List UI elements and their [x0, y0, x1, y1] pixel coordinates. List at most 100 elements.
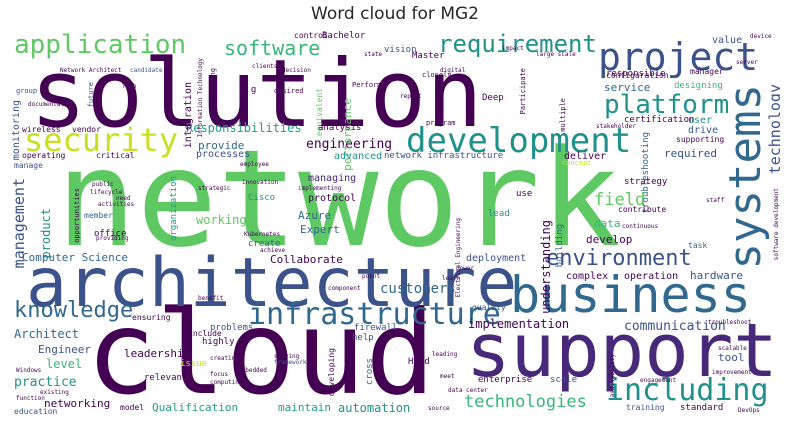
- word-benefit: benefit: [198, 295, 224, 302]
- word-embedded: embedded: [238, 367, 267, 374]
- word-computing: computing: [210, 379, 243, 386]
- word-DevOps: DevOps: [738, 407, 760, 414]
- word-Azure: Azure: [298, 209, 332, 222]
- word-training: training: [626, 403, 665, 412]
- word-lifecycle: lifecycle: [90, 189, 123, 196]
- word-customers: customers: [380, 281, 456, 297]
- word-requirement: requirement: [438, 30, 597, 58]
- word-candidate: candidate: [130, 67, 163, 74]
- word-solution: solution: [30, 40, 483, 149]
- word-providing: providing: [96, 235, 129, 242]
- word-state: state: [364, 51, 383, 58]
- word-program: program: [426, 119, 456, 127]
- word-Responsibilities: Responsibilities: [186, 121, 302, 135]
- word-provide: provide: [198, 139, 245, 152]
- word-creating: creating: [210, 355, 239, 362]
- word-working: working: [196, 213, 247, 227]
- word-value: value: [712, 35, 743, 46]
- word-office: office: [94, 229, 127, 239]
- word-including: including: [606, 373, 769, 408]
- word-component: component: [328, 285, 361, 292]
- word-stakeholder: stakeholder: [596, 123, 636, 130]
- word-deployment: deployment: [466, 253, 527, 264]
- word-contribute: contribute: [618, 205, 667, 214]
- word-organization: organization: [169, 176, 179, 242]
- word-Participate: Participate: [519, 68, 527, 115]
- word-ensuring: ensuring: [132, 313, 171, 322]
- word-concept: concept: [562, 159, 592, 167]
- word-configuration: configuration: [606, 71, 669, 80]
- word-multiple: multiple: [559, 98, 567, 132]
- word-source: source: [428, 405, 450, 412]
- word-user: user: [688, 115, 713, 126]
- word-Hand: Hand: [408, 357, 430, 367]
- word-cross: cross: [365, 358, 375, 386]
- word-Windows: Windows: [16, 367, 42, 374]
- word-software-development: software development: [773, 188, 780, 261]
- word-decision: decision: [282, 67, 311, 74]
- word-desired: desired: [274, 87, 304, 95]
- word-help: help: [352, 333, 374, 343]
- word-application: application: [14, 30, 187, 60]
- word-issue: issue: [180, 359, 208, 369]
- word-troubleshoot: troubleshoot: [708, 319, 752, 326]
- word-implementing: implementing: [298, 185, 342, 192]
- word-function: function: [16, 395, 45, 402]
- word-future: future: [87, 82, 95, 108]
- word-member: member: [84, 211, 113, 220]
- word-infrastructure: infrastructure: [248, 297, 501, 332]
- word-technologies: technologies: [464, 392, 587, 412]
- word-Computer-Science: Computer Science: [22, 251, 128, 264]
- word-documentation: documentation: [28, 101, 75, 108]
- word-vision: vision: [384, 45, 417, 55]
- word-consulting: consulting: [209, 68, 217, 111]
- word-managing: managing: [308, 173, 357, 184]
- word-leadership: leadership: [124, 347, 191, 360]
- word-Tech: Tech: [122, 83, 137, 90]
- word-availability: availability: [609, 354, 616, 398]
- word-staff: staff: [706, 197, 725, 204]
- word-monitoring: monitoring: [12, 100, 22, 161]
- word-innovation: innovation: [242, 179, 279, 186]
- word-standard: standard: [680, 403, 724, 413]
- word-firewall: firewall: [354, 323, 398, 333]
- word-knowledge: knowledge: [14, 298, 134, 323]
- word-supporting: supporting: [676, 135, 725, 144]
- word-leading: leading: [432, 351, 458, 358]
- word-public: public: [92, 181, 114, 188]
- word-problems: problems: [210, 323, 254, 333]
- word-practice: practice: [14, 375, 77, 390]
- word-improvement: improvement: [712, 369, 752, 376]
- word-Master: Master: [412, 51, 445, 61]
- word-closely: closely: [422, 71, 452, 79]
- word-scalable: scalable: [718, 345, 747, 352]
- word-need: need: [116, 195, 131, 202]
- word-server: server: [736, 59, 758, 66]
- word-power: power: [456, 265, 475, 272]
- word-required: required: [664, 147, 717, 160]
- word-focus: focus: [210, 371, 229, 378]
- word-technology: technology: [766, 84, 780, 175]
- page-title: Word cloud for MG2: [311, 4, 479, 24]
- word-Engineer: Engineer: [38, 343, 91, 356]
- word-Bachelor: Bachelor: [322, 31, 366, 41]
- word-opportunities: opportunities: [73, 188, 81, 243]
- word-use: use: [516, 189, 533, 199]
- word-clients: clients: [252, 63, 278, 70]
- word-analysis: analysis: [318, 123, 362, 133]
- word-develop: develop: [586, 233, 633, 246]
- word-environment: environment: [546, 246, 692, 271]
- word-vendor: vendor: [72, 125, 101, 134]
- word-drive: drive: [688, 125, 719, 136]
- word-implementation: implementation: [468, 317, 570, 331]
- word-strategy: strategy: [624, 177, 668, 187]
- word-software: software: [224, 36, 321, 60]
- word-integration: integration: [183, 82, 194, 149]
- word-report: report: [400, 93, 422, 100]
- word-processes: processes: [196, 149, 251, 160]
- word-highly: highly: [202, 337, 235, 347]
- word-learn: learn: [442, 275, 461, 282]
- word-networking: networking: [44, 397, 111, 410]
- word-certification: certification: [624, 115, 695, 125]
- word-automation: automation: [338, 401, 411, 415]
